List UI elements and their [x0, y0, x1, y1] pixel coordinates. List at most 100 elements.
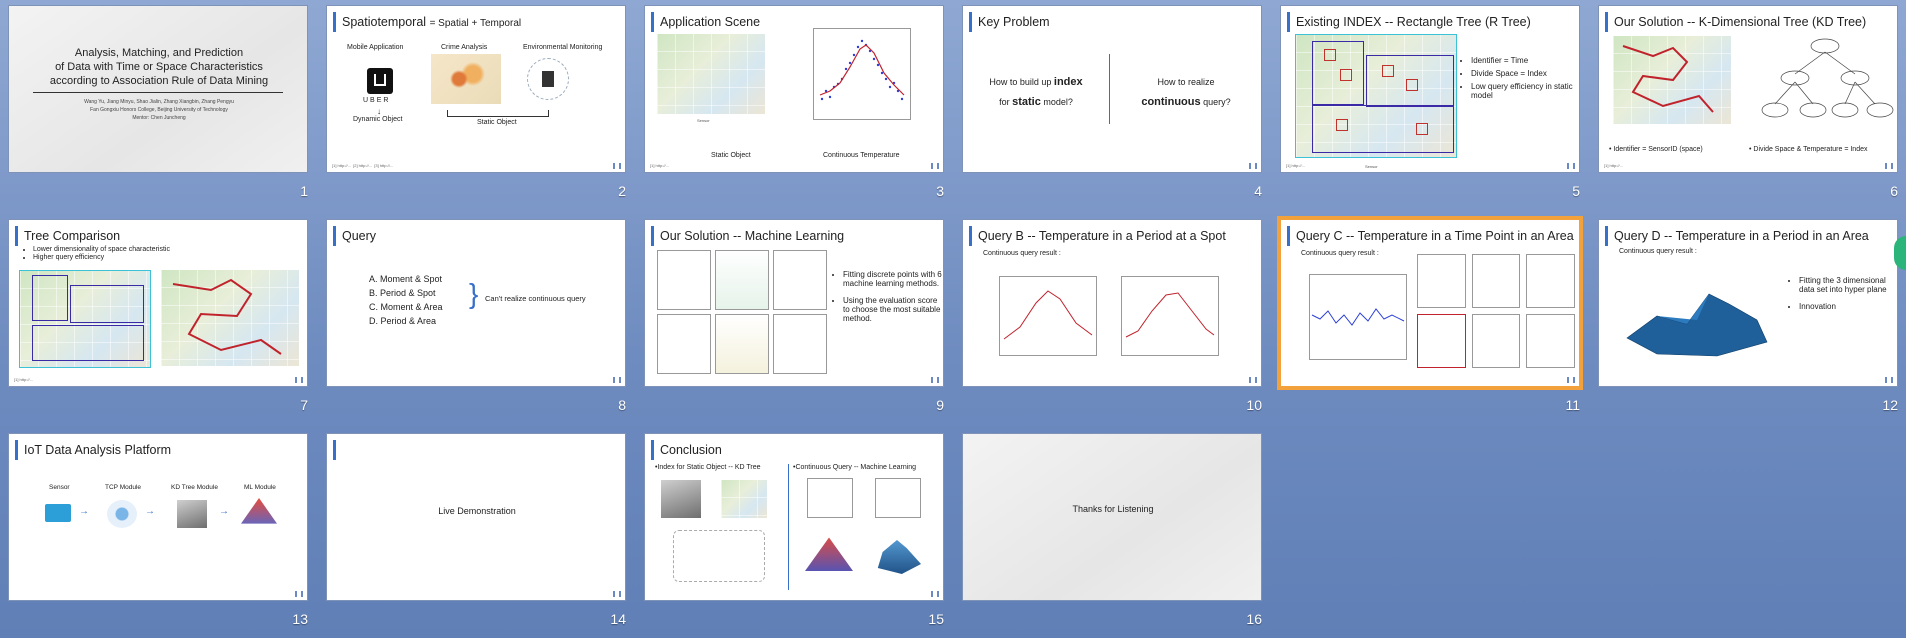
rtree-map — [1295, 34, 1457, 158]
knn-area-plot — [1309, 274, 1407, 360]
slide-thumbnail-10[interactable]: Query B -- Temperature in a Period at a … — [962, 219, 1264, 413]
slide-thumbnail-11[interactable]: Query C -- Temperature in a Time Point i… — [1280, 219, 1582, 413]
label-mobile: Mobile Application — [347, 44, 404, 51]
ml-surface-1 — [805, 537, 853, 571]
knn-plot — [1121, 276, 1219, 356]
college: Fan Gongxiu Honors College, Beijing Univ… — [90, 107, 228, 113]
slide-number: 7 — [300, 397, 308, 413]
side-tab[interactable] — [1894, 236, 1906, 270]
query-note: Can't realize continuous query — [485, 294, 586, 303]
slide-thumbnail-8[interactable]: Query A. Moment & Spot B. Period & Spot … — [326, 219, 628, 413]
corner-marker — [1249, 377, 1257, 383]
slide-title: Query D -- Temperature in a Period in an… — [1605, 226, 1869, 246]
slide-title: Key Problem — [969, 12, 1050, 32]
corner-marker — [931, 377, 939, 383]
arrow-icon: → — [79, 506, 89, 517]
slide-thumbnail-2[interactable]: Spatiotemporal = Spatial + Temporal Mobi… — [326, 5, 628, 199]
svr-plot — [999, 276, 1097, 356]
slide-title: Application Scene — [651, 12, 760, 32]
ml-surface-2 — [877, 540, 921, 574]
crime-map-image — [431, 54, 501, 104]
module-ml: ML Module — [244, 484, 276, 491]
slide-title: Query C -- Temperature in a Time Point i… — [1287, 226, 1574, 246]
slide-thumbnail-3[interactable]: Application Scene Sensor Static Object C… — [644, 5, 946, 199]
slide-thumbnail-1[interactable]: Analysis, Matching, and Prediction of Da… — [8, 5, 310, 199]
kdtree-map — [1613, 36, 1731, 124]
slide-thumbnail-13[interactable]: IoT Data Analysis Platform Sensor TCP Mo… — [8, 433, 310, 627]
uber-logo-icon — [367, 68, 393, 94]
corner-marker — [295, 377, 303, 383]
kd-tree-diagram — [673, 530, 765, 582]
monitoring-diagram — [527, 58, 569, 100]
kdtree-map — [161, 270, 299, 366]
slide-thumbnail-6[interactable]: Our Solution -- K-Dimensional Tree (KD T… — [1598, 5, 1900, 199]
label-crime: Crime Analysis — [441, 44, 488, 51]
bullet-left: • Identifier = SensorID (space) — [1609, 146, 1703, 153]
map-legend: Sensor — [1365, 164, 1378, 169]
title-accent — [333, 440, 336, 460]
corner-marker — [613, 591, 621, 597]
slide-thumbnail-4[interactable]: Key Problem How to build up index for st… — [962, 5, 1264, 199]
center-text: Thanks for Listening — [1072, 504, 1154, 514]
references: [1] http://... — [14, 377, 33, 382]
slide-thumbnail-16[interactable]: Thanks for Listening 16 — [962, 433, 1264, 627]
arrow-icon: → — [219, 506, 229, 517]
slide-number: 14 — [610, 611, 626, 627]
slide-title: Query — [333, 226, 376, 246]
network-icon — [107, 500, 137, 528]
question-query: How to realize continuous query? — [1141, 77, 1231, 108]
corner-marker — [1567, 377, 1575, 383]
slide-title: IoT Data Analysis Platform — [15, 440, 171, 460]
static-label: Static Object — [477, 119, 517, 126]
slide-thumbnail-9[interactable]: Our Solution -- Machine Learning Fitting… — [644, 219, 946, 413]
corner-marker — [613, 163, 621, 169]
corner-marker — [1249, 163, 1257, 169]
label-environment: Environmental Monitoring — [523, 44, 603, 51]
arrow-icon: → — [145, 506, 155, 517]
kdtree-cube-image — [661, 480, 701, 518]
divider — [1109, 54, 1110, 124]
slide-title: Query B -- Temperature in a Period at a … — [969, 226, 1226, 246]
sensor-map — [657, 34, 765, 114]
slide-number: 8 — [618, 397, 626, 413]
bullet-list: Fitting the 3 dimensional data set into … — [1789, 276, 1897, 315]
corner-marker — [1885, 163, 1893, 169]
slide-number: 1 — [300, 183, 308, 199]
conclusion-left: •Index for Static Object -- KD Tree — [655, 464, 761, 471]
slide-thumbnail-5[interactable]: Existing INDEX -- Rectangle Tree (R Tree… — [1280, 5, 1582, 199]
corner-marker — [931, 591, 939, 597]
subtitle: Continuous query result : — [1301, 250, 1379, 257]
mentor: Mentor: Chen Juncheng — [132, 115, 186, 121]
references: [1] http://... — [1286, 163, 1305, 168]
slide-number: 4 — [1254, 183, 1262, 199]
slide-thumbnail-12[interactable]: Query D -- Temperature in a Period in an… — [1598, 219, 1900, 413]
slide-number: 6 — [1890, 183, 1898, 199]
down-arrow-icon: ↓ — [377, 107, 381, 116]
slide-title: Our Solution -- Machine Learning — [651, 226, 844, 246]
area-plot-grid — [1417, 254, 1575, 368]
slide-number: 12 — [1882, 397, 1898, 413]
slide-title: Existing INDEX -- Rectangle Tree (R Tree… — [1287, 12, 1531, 32]
query-list: A. Moment & Spot B. Period & Spot C. Mom… — [369, 274, 443, 326]
surface-plot — [1617, 264, 1777, 364]
slide-thumbnail-14[interactable]: Live Demonstration 14 — [326, 433, 628, 627]
temperature-scatter-plot — [813, 28, 911, 120]
question-index: How to build up index for static model? — [989, 76, 1083, 108]
left-caption: Static Object — [711, 152, 751, 159]
authors: Wang Yu, Jiang Minyu, Shao Jialin, Zhang… — [84, 99, 234, 105]
slide-thumbnail-7[interactable]: Tree Comparison Lower dimensionality of … — [8, 219, 310, 413]
ml-surface-icon — [241, 498, 277, 524]
corner-marker — [1567, 163, 1575, 169]
slide-number: 5 — [1572, 183, 1580, 199]
conclusion-right: •Continuous Query -- Machine Learning — [793, 464, 917, 471]
kd-tree-diagram — [1735, 34, 1895, 126]
slide-number: 10 — [1246, 397, 1262, 413]
brace: } — [469, 278, 479, 309]
right-caption: Continuous Temperature — [823, 152, 900, 159]
uber-wordmark: UBER — [363, 97, 391, 104]
references: [1] http://... — [650, 163, 669, 168]
slide-thumbnail-15[interactable]: Conclusion •Index for Static Object -- K… — [644, 433, 946, 627]
bullet-list: Lower dimensionality of space characteri… — [23, 246, 170, 265]
center-text: Live Demonstration — [438, 506, 516, 516]
bullet-list: Identifier = Time Divide Space = Index L… — [1461, 56, 1579, 104]
